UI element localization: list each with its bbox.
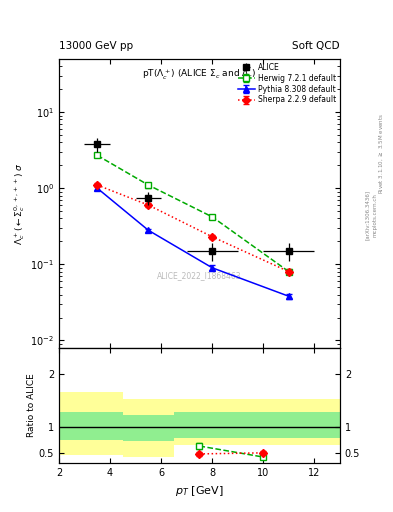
Bar [59, 392, 123, 456]
Text: [arXiv:1306.3436]: [arXiv:1306.3436] [365, 190, 370, 240]
Bar [123, 415, 174, 441]
Text: Soft QCD: Soft QCD [292, 41, 340, 51]
Text: mcplots.cern.ch: mcplots.cern.ch [373, 193, 378, 237]
X-axis label: $p_T$ [GeV]: $p_T$ [GeV] [175, 484, 224, 498]
Text: 13000 GeV pp: 13000 GeV pp [59, 41, 133, 51]
Bar [59, 412, 123, 440]
Legend: ALICE, Herwig 7.2.1 default, Pythia 8.308 default, Sherpa 2.2.9 default: ALICE, Herwig 7.2.1 default, Pythia 8.30… [237, 61, 338, 106]
Bar [238, 399, 340, 445]
Bar [238, 412, 340, 438]
Text: pT($\Lambda_c^+$) (ALICE $\Sigma_c$ and $\Lambda_c$): pT($\Lambda_c^+$) (ALICE $\Sigma_c$ and … [142, 68, 257, 82]
Bar [123, 399, 174, 457]
Y-axis label: $\Lambda_c^+(\leftarrow\Sigma_c^{0,+,++})\ \sigma$: $\Lambda_c^+(\leftarrow\Sigma_c^{0,+,++}… [13, 162, 28, 245]
Text: ALICE_2022_I1868463: ALICE_2022_I1868463 [157, 271, 242, 280]
Bar [174, 412, 238, 438]
Y-axis label: Ratio to ALICE: Ratio to ALICE [27, 374, 36, 437]
Text: Rivet 3.1.10, $\geq$ 3.5M events: Rivet 3.1.10, $\geq$ 3.5M events [377, 113, 385, 194]
Bar [174, 399, 238, 445]
